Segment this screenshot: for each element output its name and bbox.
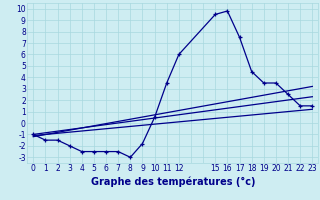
X-axis label: Graphe des températures (°c): Graphe des températures (°c): [91, 176, 255, 187]
